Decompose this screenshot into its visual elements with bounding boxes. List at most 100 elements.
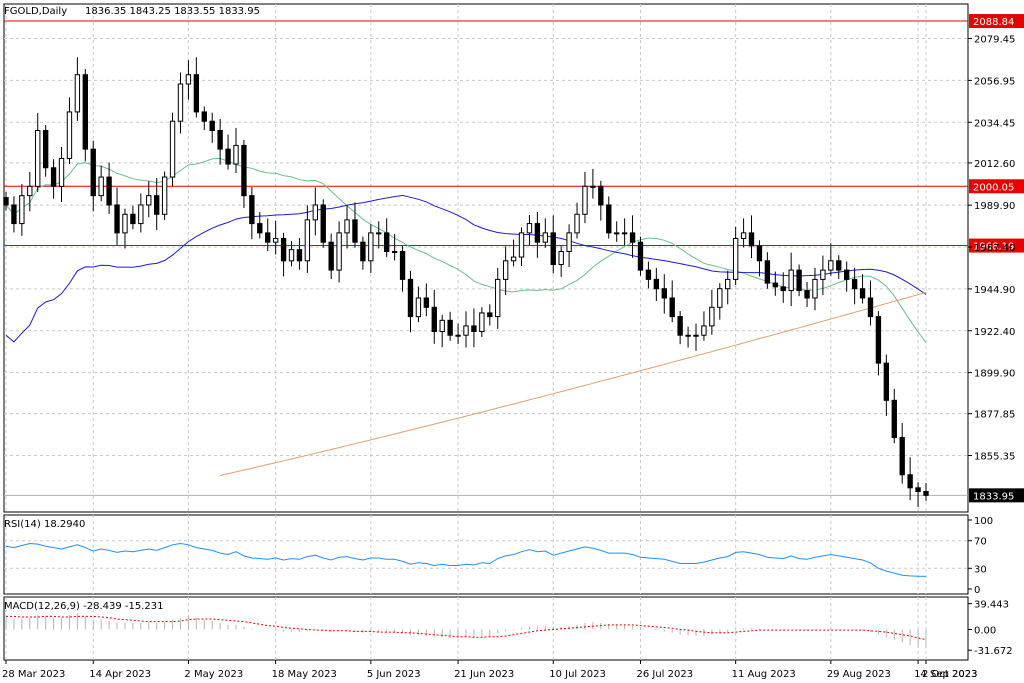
candle-down bbox=[637, 241, 644, 271]
time-tick-label: 11 Aug 2023 bbox=[732, 669, 796, 680]
candle-down bbox=[836, 260, 842, 271]
time-tick-label: 21 Jun 2023 bbox=[454, 669, 514, 680]
level-label: 2000.05 bbox=[973, 182, 1014, 193]
price-tick-label: 2034.45 bbox=[974, 118, 1015, 129]
candle-up bbox=[439, 319, 445, 333]
time-tick-label: 18 May 2023 bbox=[272, 669, 337, 680]
candle-down bbox=[471, 325, 477, 333]
candle-up bbox=[621, 232, 628, 235]
candle-down bbox=[90, 148, 96, 197]
candle-down bbox=[320, 204, 326, 243]
candle-up bbox=[828, 260, 834, 271]
price-tick-label: 2012.60 bbox=[974, 159, 1015, 170]
current-price-label: 1833.95 bbox=[973, 491, 1014, 502]
candle-up bbox=[582, 185, 588, 215]
price-tick-label: 2056.95 bbox=[974, 76, 1015, 87]
candle-down bbox=[907, 474, 913, 489]
candle-up bbox=[701, 325, 707, 336]
candle-down bbox=[3, 197, 9, 206]
candle-up bbox=[709, 306, 715, 327]
candle-up bbox=[415, 297, 422, 318]
panel-frames bbox=[3, 3, 969, 661]
candle-down bbox=[106, 176, 112, 206]
candle-down bbox=[606, 204, 612, 234]
candle-down bbox=[796, 269, 802, 292]
candle-down bbox=[407, 278, 414, 318]
candle-down bbox=[431, 306, 437, 333]
rsi-tick-label: 30 bbox=[974, 564, 987, 575]
candle-down bbox=[677, 316, 683, 336]
candle-down bbox=[487, 312, 493, 318]
rsi-line bbox=[5, 542, 927, 577]
candle-up bbox=[820, 269, 826, 280]
candle-down bbox=[883, 362, 890, 401]
candle-down bbox=[399, 250, 406, 280]
candle-down bbox=[645, 269, 652, 280]
candle-down bbox=[241, 144, 247, 197]
current-price-box bbox=[969, 488, 1024, 503]
candle-down bbox=[201, 111, 207, 122]
candle-down bbox=[217, 130, 223, 150]
candle-down bbox=[598, 185, 604, 206]
candle-down bbox=[915, 487, 921, 493]
symbol-title: FGOLD,Daily bbox=[4, 6, 67, 17]
candle-down bbox=[114, 204, 120, 234]
horizontal-levels: 2088.84 2000.05 1968.19 1833.95 bbox=[4, 14, 1024, 503]
candle-down bbox=[352, 219, 358, 243]
candle-up bbox=[74, 74, 81, 113]
candle-up bbox=[146, 195, 152, 206]
candle-down bbox=[193, 74, 200, 113]
candle-up bbox=[740, 232, 747, 239]
candle-down bbox=[875, 316, 882, 364]
candle-up bbox=[177, 83, 184, 122]
candle-up bbox=[272, 237, 279, 243]
candle-up bbox=[138, 204, 144, 225]
candle-down bbox=[899, 437, 905, 476]
candle-up bbox=[590, 185, 596, 188]
candle-down bbox=[669, 297, 675, 318]
level-label: 1968.19 bbox=[973, 242, 1014, 253]
candle-down bbox=[653, 278, 660, 290]
time-tick-label: 14 Apr 2023 bbox=[89, 669, 151, 680]
candle-up bbox=[717, 288, 723, 308]
candle-down bbox=[42, 130, 49, 169]
candle-down bbox=[780, 286, 786, 292]
candle-up bbox=[19, 195, 25, 225]
price-tick-label: 1899.90 bbox=[974, 369, 1015, 380]
candle-down bbox=[772, 282, 778, 288]
rsi-panel: 100 70 30 0 bbox=[4, 516, 993, 596]
candle-down bbox=[154, 195, 160, 215]
candle-up bbox=[368, 232, 374, 262]
candle-up bbox=[542, 232, 548, 243]
moving-average-line bbox=[219, 291, 927, 476]
candle-down bbox=[923, 491, 929, 496]
candle-down bbox=[280, 237, 287, 262]
candle-up bbox=[732, 237, 739, 280]
level-label-box bbox=[969, 238, 1024, 253]
price-tick-label: 1967.40 bbox=[974, 243, 1015, 254]
candle-up bbox=[35, 130, 41, 187]
price-tick-label: 1855.35 bbox=[974, 452, 1015, 463]
price-tick-label: 1944.90 bbox=[974, 285, 1015, 296]
candle-up bbox=[574, 213, 580, 234]
candle-down bbox=[360, 241, 366, 262]
candle-down bbox=[804, 290, 810, 299]
rsi-tick-label: 70 bbox=[974, 537, 987, 548]
candle-up bbox=[27, 185, 33, 197]
candle-up bbox=[518, 232, 525, 258]
candle-down bbox=[225, 148, 231, 165]
candle-down bbox=[249, 195, 255, 225]
candle-down bbox=[859, 288, 866, 299]
moving-average-line bbox=[5, 194, 927, 343]
candle-down bbox=[891, 399, 897, 439]
candle-up bbox=[502, 260, 509, 280]
candle-down bbox=[50, 167, 57, 187]
candle-down bbox=[629, 232, 636, 243]
candle-up bbox=[233, 144, 239, 165]
candle-up bbox=[495, 278, 501, 318]
candle-up bbox=[169, 120, 176, 178]
rsi-title: RSI(14) 18.2940 bbox=[4, 519, 85, 530]
candle-up bbox=[558, 250, 564, 266]
candle-up bbox=[693, 334, 699, 337]
